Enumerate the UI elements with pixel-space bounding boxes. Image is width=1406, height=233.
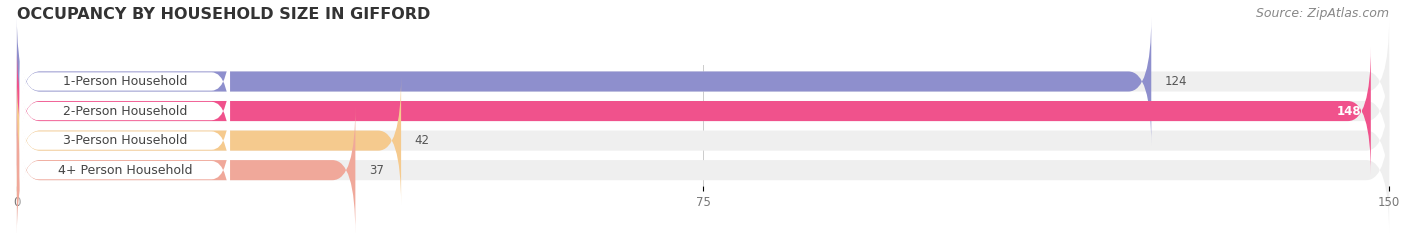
Text: Source: ZipAtlas.com: Source: ZipAtlas.com [1256,7,1389,20]
FancyBboxPatch shape [17,18,1152,145]
Text: 2-Person Household: 2-Person Household [63,105,187,117]
Text: 1-Person Household: 1-Person Household [63,75,187,88]
FancyBboxPatch shape [20,31,231,131]
Text: OCCUPANCY BY HOUSEHOLD SIZE IN GIFFORD: OCCUPANCY BY HOUSEHOLD SIZE IN GIFFORD [17,7,430,22]
FancyBboxPatch shape [17,77,1389,204]
FancyBboxPatch shape [20,61,231,161]
FancyBboxPatch shape [17,77,401,204]
Text: 42: 42 [415,134,430,147]
FancyBboxPatch shape [17,18,1389,145]
Text: 37: 37 [370,164,384,177]
Text: 124: 124 [1166,75,1188,88]
Text: 3-Person Household: 3-Person Household [63,134,187,147]
FancyBboxPatch shape [17,47,1371,175]
Text: 4+ Person Household: 4+ Person Household [58,164,193,177]
FancyBboxPatch shape [20,120,231,220]
FancyBboxPatch shape [20,91,231,191]
FancyBboxPatch shape [17,106,1389,233]
Text: 148: 148 [1337,105,1361,117]
FancyBboxPatch shape [17,106,356,233]
FancyBboxPatch shape [17,47,1389,175]
